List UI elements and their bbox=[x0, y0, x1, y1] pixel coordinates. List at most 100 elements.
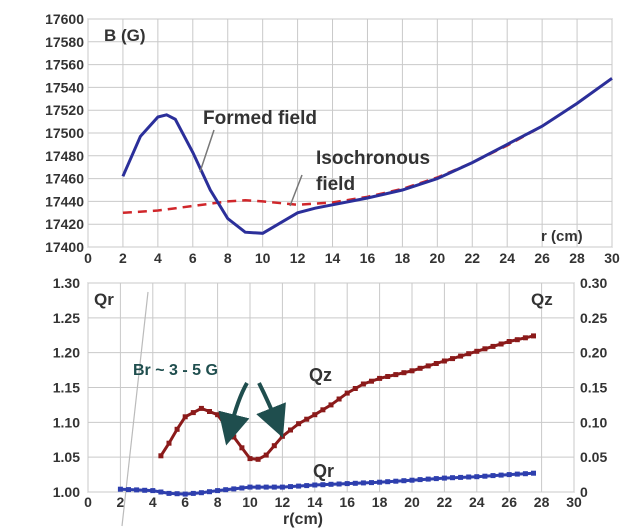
qr-point bbox=[288, 484, 293, 490]
qr-point bbox=[409, 477, 415, 483]
bottom-x-axis-label: r(cm) bbox=[283, 511, 323, 528]
br-annotation: Br ~ 3 - 5 G bbox=[133, 362, 218, 379]
qz-point bbox=[166, 440, 172, 446]
top-x-tick-label: 4 bbox=[154, 250, 162, 266]
qz-point bbox=[450, 356, 455, 362]
qz-point bbox=[393, 372, 399, 378]
qz-point bbox=[522, 335, 528, 341]
qr-point bbox=[377, 479, 383, 485]
qr-point bbox=[401, 478, 407, 484]
qr-point bbox=[514, 471, 520, 477]
qz-point bbox=[377, 375, 383, 381]
qr-point bbox=[126, 487, 131, 493]
qz-point bbox=[231, 434, 237, 440]
qr-point bbox=[506, 472, 512, 478]
qr-point bbox=[385, 479, 391, 485]
bottom-x-tick-label: 22 bbox=[437, 494, 453, 510]
qr-point bbox=[458, 474, 464, 480]
qr-point bbox=[166, 490, 172, 496]
bottom-x-tick-label: 26 bbox=[501, 494, 517, 510]
br-arrow-right bbox=[256, 382, 286, 438]
bottom-left-tick-label: 1.30 bbox=[53, 275, 80, 291]
qr-point bbox=[450, 475, 455, 481]
top-x-axis-label: r (cm) bbox=[541, 228, 583, 245]
top-y-tick-label: 17520 bbox=[45, 102, 84, 118]
qz-point bbox=[498, 341, 504, 347]
qr-point bbox=[474, 474, 480, 480]
qz-point bbox=[344, 390, 350, 396]
top-y-tick-label: 17400 bbox=[45, 239, 84, 255]
qz-point bbox=[441, 358, 447, 364]
qr-point bbox=[441, 475, 447, 481]
top-x-tick-label: 0 bbox=[84, 250, 92, 266]
bottom-x-tick-label: 4 bbox=[149, 494, 157, 510]
top-y-tick-label: 17420 bbox=[45, 216, 84, 232]
qz-point bbox=[271, 443, 277, 449]
qz-point bbox=[474, 348, 480, 354]
qr-point bbox=[190, 490, 196, 496]
qz-point bbox=[158, 453, 164, 459]
qz-point bbox=[360, 381, 366, 387]
bottom-x-tick-label: 12 bbox=[275, 494, 291, 510]
qr-point bbox=[198, 490, 204, 496]
qr-point bbox=[344, 481, 350, 487]
qz-point bbox=[531, 333, 536, 339]
top-x-tick-label: 24 bbox=[499, 250, 515, 266]
qr-point bbox=[425, 476, 431, 482]
qr-point bbox=[498, 472, 504, 478]
qr-point bbox=[158, 489, 164, 495]
qr-point bbox=[522, 471, 528, 477]
qr-point bbox=[150, 488, 156, 494]
qr-point bbox=[336, 481, 342, 487]
qr-point bbox=[482, 473, 488, 479]
qz-point bbox=[417, 365, 423, 371]
qr-point bbox=[328, 481, 334, 487]
qz-point bbox=[506, 339, 512, 344]
qz-point bbox=[401, 370, 407, 376]
qr-point bbox=[352, 480, 358, 486]
qr-point bbox=[312, 482, 318, 488]
qz-point bbox=[336, 396, 342, 402]
top-x-tick-label: 16 bbox=[360, 250, 376, 266]
top-x-tick-label: 20 bbox=[430, 250, 446, 266]
top-chart-title: B (G) bbox=[104, 26, 146, 45]
bottom-x-tick-label: 18 bbox=[372, 494, 388, 510]
top-x-tick-label: 12 bbox=[290, 250, 306, 266]
qr-point bbox=[369, 480, 374, 486]
top-x-tick-label: 10 bbox=[255, 250, 271, 266]
qr-point bbox=[174, 491, 180, 497]
bottom-left-tick-label: 1.05 bbox=[53, 449, 80, 465]
qr-point bbox=[231, 486, 237, 492]
qr-point bbox=[360, 480, 366, 486]
qz-point bbox=[320, 407, 326, 413]
isochronous-field-line bbox=[122, 77, 613, 215]
qr-point bbox=[304, 483, 310, 489]
right-axis-label: Qz bbox=[531, 290, 553, 309]
qz-point bbox=[239, 445, 245, 451]
top-y-axis: 17400 17420 17440 17460 17480 17500 17520 17540… bbox=[45, 11, 84, 255]
qz-point bbox=[514, 337, 520, 343]
top-y-tick-label: 17560 bbox=[45, 57, 84, 73]
top-x-tick-label: 28 bbox=[569, 250, 585, 266]
qr-point bbox=[223, 487, 229, 493]
qr-point bbox=[296, 483, 302, 489]
qr-point bbox=[207, 489, 212, 495]
bottom-chart: 1.00 1.05 1.10 1.15 1.20 1.25 1.30 0 0.05 0.10 0.… bbox=[53, 275, 608, 528]
bottom-left-tick-label: 1.15 bbox=[53, 380, 80, 396]
br-arrow-left bbox=[218, 381, 250, 446]
formed-field-leader bbox=[199, 129, 215, 173]
qz-point bbox=[490, 343, 496, 349]
qz-point bbox=[433, 361, 439, 366]
bottom-left-tick-label: 1.10 bbox=[53, 414, 80, 430]
qz-point bbox=[369, 378, 374, 384]
formed-field-line bbox=[121, 77, 613, 235]
qr-point bbox=[247, 484, 253, 490]
bottom-x-tick-label: 30 bbox=[566, 494, 582, 510]
qr-point bbox=[320, 482, 326, 488]
qz-point bbox=[247, 456, 253, 462]
qr-point bbox=[117, 486, 123, 492]
qz-point bbox=[182, 414, 188, 420]
qr-point bbox=[393, 478, 399, 484]
qz-series bbox=[158, 333, 536, 462]
